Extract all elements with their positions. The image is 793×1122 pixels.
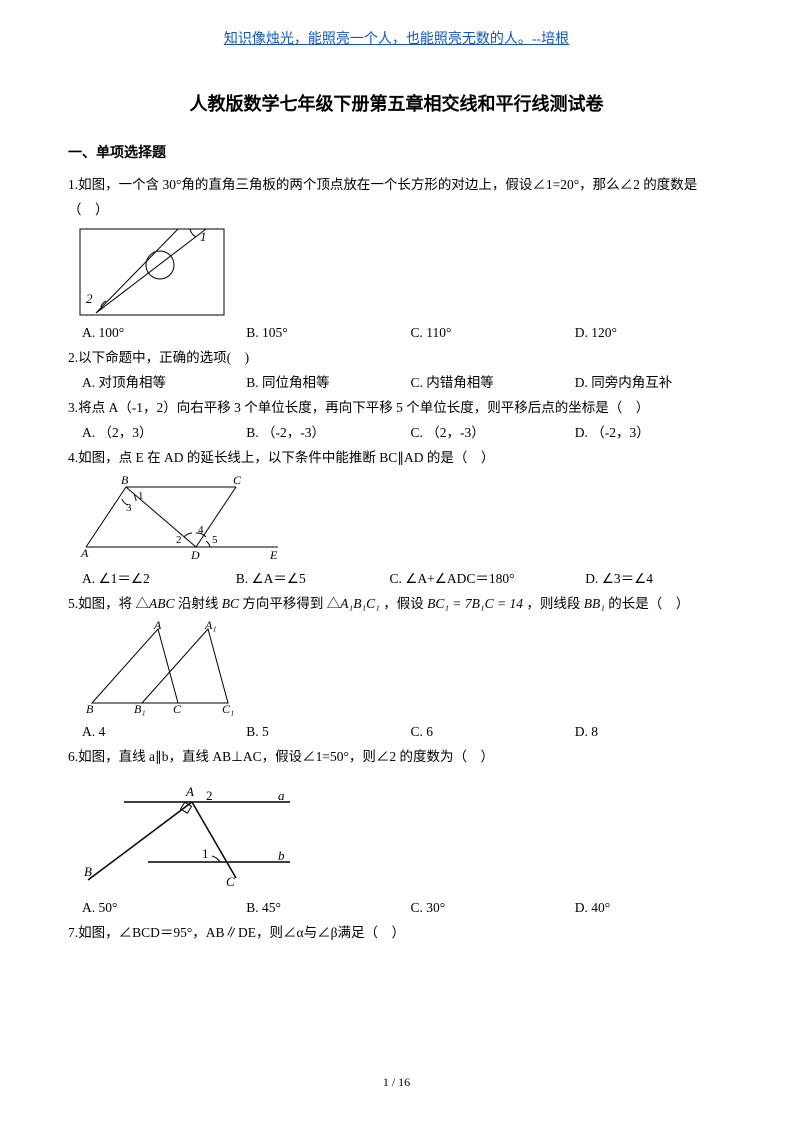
svg-text:C: C bbox=[173, 702, 182, 716]
svg-text:B: B bbox=[86, 702, 94, 716]
q5-abc: ABC bbox=[149, 596, 175, 611]
svg-text:5: 5 bbox=[212, 534, 218, 546]
q2-text: 2.以下命题中，正确的选项( ) bbox=[68, 346, 725, 371]
svg-text:2: 2 bbox=[206, 788, 213, 803]
q5-t6: 的长是（ ） bbox=[605, 596, 689, 611]
q3-opt-d: D. （-2，3） bbox=[561, 421, 725, 446]
q6-opt-d: D. 40° bbox=[561, 896, 725, 921]
svg-text:D: D bbox=[190, 548, 200, 562]
q6-opt-a: A. 50° bbox=[68, 896, 232, 921]
q3-text: 3.将点 A（-1，2）向右平移 3 个单位长度，再向下平移 5 个单位长度，则… bbox=[68, 396, 725, 421]
q5-text: 5.如图，将 △ABC 沿射线 BC 方向平移得到 △A₁B₁C₁ ，假设 BC… bbox=[68, 592, 725, 617]
q5-bc: BC bbox=[222, 596, 239, 611]
q5-t5: ，则线段 bbox=[523, 596, 584, 611]
q4-figure: A B C D E 1 3 2 4 5 bbox=[78, 475, 725, 563]
q3-opt-a: A. （2，3） bbox=[68, 421, 232, 446]
svg-text:b: b bbox=[278, 848, 285, 863]
svg-text:3: 3 bbox=[126, 502, 132, 514]
q6-figure: A 2 a b B C 1 bbox=[78, 774, 725, 892]
header-quote: 知识像烛光，能照亮一个人，也能照亮无数的人。--培根 bbox=[0, 0, 793, 48]
q5-opt-d: D. 8 bbox=[561, 720, 725, 745]
content: 人教版数学七年级下册第五章相交线和平行线测试卷 一、单项选择题 1.如图，一个含… bbox=[0, 48, 793, 946]
q5-options: A. 4 B. 5 C. 6 D. 8 bbox=[68, 720, 725, 745]
q3-opt-c: C. （2，-3） bbox=[397, 421, 561, 446]
page-title: 人教版数学七年级下册第五章相交线和平行线测试卷 bbox=[68, 88, 725, 121]
q1-options: A. 100° B. 105° C. 110° D. 120° bbox=[68, 321, 725, 346]
q1-text: 1.如图，一个含 30°角的直角三角板的两个顶点放在一个长方形的对边上，假设∠1… bbox=[68, 173, 725, 223]
svg-text:1: 1 bbox=[202, 846, 209, 861]
q6-options: A. 50° B. 45° C. 30° D. 40° bbox=[68, 896, 725, 921]
q1-opt-d: D. 120° bbox=[561, 321, 725, 346]
q5-opt-b: B. 5 bbox=[232, 720, 396, 745]
q2-opt-b: B. 同位角相等 bbox=[232, 371, 396, 396]
q5-bb1: BB₁ bbox=[584, 596, 605, 611]
q1-opt-c: C. 110° bbox=[397, 321, 561, 346]
q5-t1: 5.如图，将 △ bbox=[68, 596, 149, 611]
q4-opt-c: C. ∠A+∠ADC＝180° bbox=[376, 567, 572, 592]
q6-opt-c: C. 30° bbox=[397, 896, 561, 921]
q5-opt-a: A. 4 bbox=[68, 720, 232, 745]
q4-options: A. ∠1＝∠2 B. ∠A＝∠5 C. ∠A+∠ADC＝180° D. ∠3＝… bbox=[68, 567, 725, 592]
svg-text:a: a bbox=[278, 788, 285, 803]
q6-text: 6.如图，直线 a∥b，直线 AB⊥AC，假设∠1=50°，则∠2 的度数为（ … bbox=[68, 745, 725, 770]
q4-opt-d: D. ∠3＝∠4 bbox=[571, 567, 725, 592]
q3-options: A. （2，3） B. （-2，-3） C. （2，-3） D. （-2，3） bbox=[68, 421, 725, 446]
q5-figure: A A₁ B B₁ C C₁ bbox=[78, 621, 725, 716]
q5-opt-c: C. 6 bbox=[397, 720, 561, 745]
svg-text:1: 1 bbox=[138, 490, 144, 502]
q3-opt-b: B. （-2，-3） bbox=[232, 421, 396, 446]
q5-t3: 方向平移得到 △ bbox=[239, 596, 340, 611]
q2-opt-a: A. 对顶角相等 bbox=[68, 371, 232, 396]
svg-text:1: 1 bbox=[200, 229, 207, 244]
svg-text:C: C bbox=[226, 874, 235, 889]
svg-text:A: A bbox=[185, 784, 194, 799]
q2-opt-c: C. 内错角相等 bbox=[397, 371, 561, 396]
svg-text:A: A bbox=[153, 621, 162, 632]
q5-t4: ，假设 bbox=[380, 596, 427, 611]
svg-text:A₁: A₁ bbox=[204, 621, 217, 632]
svg-text:2: 2 bbox=[176, 534, 182, 546]
svg-text:C₁: C₁ bbox=[222, 702, 234, 716]
svg-text:4: 4 bbox=[198, 524, 204, 536]
q1-figure: 1 2 bbox=[78, 227, 725, 317]
q4-opt-a: A. ∠1＝∠2 bbox=[68, 567, 222, 592]
q6-opt-b: B. 45° bbox=[232, 896, 396, 921]
q2-opt-d: D. 同旁内角互补 bbox=[561, 371, 725, 396]
q7-text: 7.如图，∠BCD＝95°，AB∥DE，则∠α与∠β满足（ ） bbox=[68, 921, 725, 946]
svg-text:A: A bbox=[80, 546, 89, 560]
header-quote-text: 知识像烛光，能照亮一个人，也能照亮无数的人。--培根 bbox=[224, 32, 569, 47]
svg-text:C: C bbox=[233, 475, 242, 487]
svg-text:E: E bbox=[269, 548, 278, 562]
svg-text:B: B bbox=[84, 864, 92, 879]
q1-opt-b: B. 105° bbox=[232, 321, 396, 346]
q5-t2: 沿射线 bbox=[175, 596, 222, 611]
page-number: 1 / 16 bbox=[0, 1075, 793, 1090]
svg-text:B: B bbox=[121, 475, 129, 487]
svg-text:B₁: B₁ bbox=[134, 702, 146, 716]
q4-text: 4.如图，点 E 在 AD 的延长线上，以下条件中能推断 BC∥AD 的是（ ） bbox=[68, 446, 725, 471]
q1-opt-a: A. 100° bbox=[68, 321, 232, 346]
q4-opt-b: B. ∠A＝∠5 bbox=[222, 567, 376, 592]
svg-text:2: 2 bbox=[86, 291, 93, 306]
section-heading: 一、单项选择题 bbox=[68, 141, 725, 167]
q5-eq: BC₁ = 7B₁C = 14 bbox=[427, 596, 523, 611]
q5-a1b1c1: A₁B₁C₁ bbox=[340, 596, 380, 611]
q2-options: A. 对顶角相等 B. 同位角相等 C. 内错角相等 D. 同旁内角互补 bbox=[68, 371, 725, 396]
